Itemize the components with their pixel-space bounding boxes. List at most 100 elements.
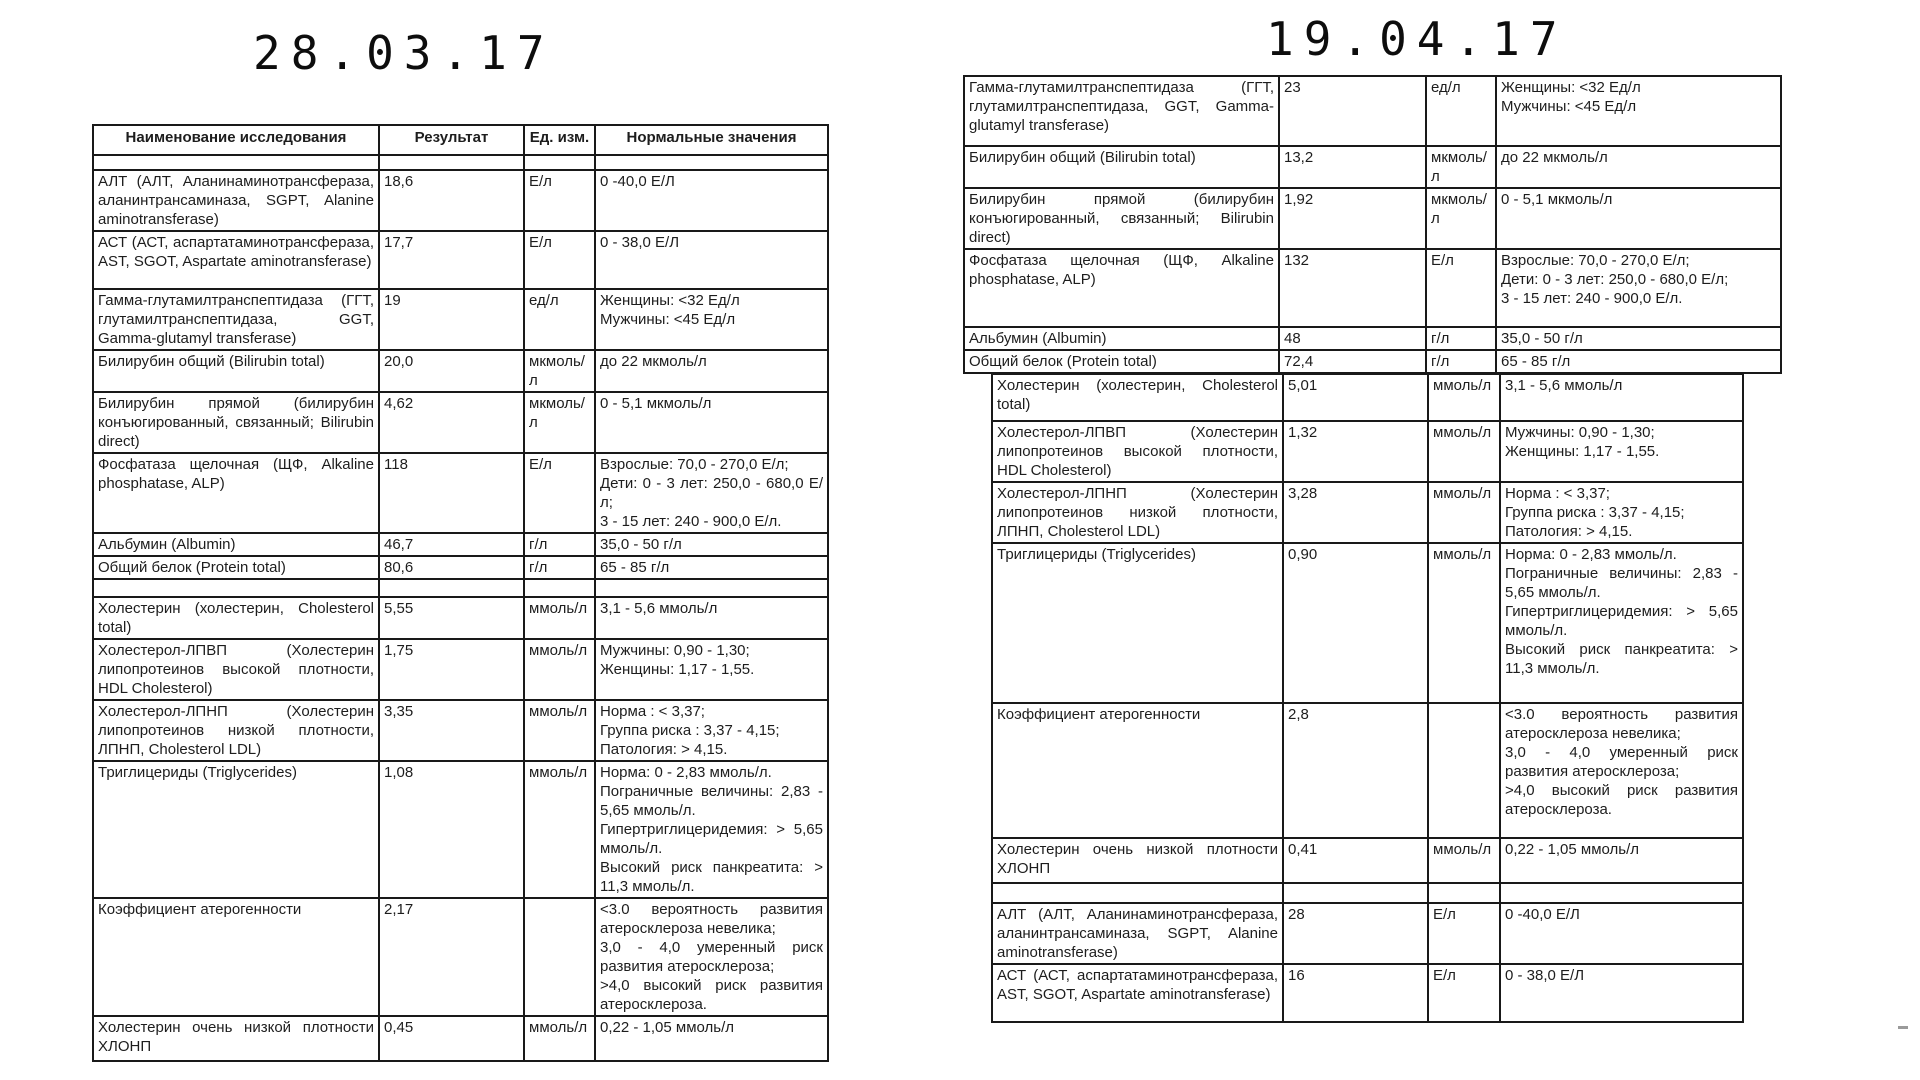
cell-normal-range: 0 - 38,0 Е/Л <box>1499 963 1744 1023</box>
table-row <box>92 154 829 171</box>
cell-normal-range: 0 -40,0 Е/Л <box>1499 902 1744 965</box>
cell-result: 3,35 <box>378 699 525 762</box>
cell-unit: мкмоль/л <box>523 349 596 393</box>
cell-test-name <box>991 882 1284 904</box>
cell-test-name: Билирубин прямой (билирубин конъюгирован… <box>963 187 1280 250</box>
cell-normal-range <box>1499 882 1744 904</box>
cell-test-name <box>92 578 380 598</box>
table-row <box>991 882 1744 904</box>
cell-normal-range: Норма: 0 - 2,83 ммоль/л. Пограничные вел… <box>594 760 829 899</box>
cell-unit: г/л <box>1425 326 1497 351</box>
cell-result: 1,08 <box>378 760 525 899</box>
lab-results-table-1904-lipids: Холестерин (холестерин, Cholesterol tota… <box>991 373 1744 1023</box>
table-row: Билирубин общий (Bilirubin total) 20,0 мкм… <box>92 349 829 393</box>
cell-normal-range: Женщины: <32 Ед/л Мужчины: <45 Ед/л <box>594 288 829 351</box>
cell-unit: Е/л <box>1425 248 1497 328</box>
cell-unit: ммоль/л <box>523 1015 596 1062</box>
cell-result: 1,75 <box>378 638 525 701</box>
cell-normal-range: Норма: 0 - 2,83 ммоль/л. Пограничные вел… <box>1499 542 1744 704</box>
cell-test-name: Холестерин (холестерин, Cholesterol tota… <box>991 373 1284 422</box>
cell-result: 46,7 <box>378 532 525 557</box>
table-row: Альбумин (Albumin) 48 г/л 35,0 - 50 г/л <box>963 326 1782 351</box>
cell-normal-range: Норма : < 3,37; Группа риска : 3,37 - 4,… <box>594 699 829 762</box>
cell-test-name: Холестерол-ЛПНП (Холестерин липопротеино… <box>92 699 380 762</box>
cell-normal-range: Взрослые: 70,0 - 270,0 Е/л; Дети: 0 - 3 … <box>1495 248 1782 328</box>
table-row: АЛТ (АЛТ, Аланинаминотрансфераза, аланин… <box>92 169 829 232</box>
cell-unit: г/л <box>523 555 596 580</box>
cell-unit: ммоль/л <box>1427 837 1501 884</box>
cell-result: 20,0 <box>378 349 525 393</box>
cell-test-name: Билирубин прямой (билирубин конъюгирован… <box>92 391 380 454</box>
cell-normal-range: <3.0 вероятность развития атеросклероза … <box>594 897 829 1017</box>
cell-result: 118 <box>378 452 525 534</box>
cell-unit: г/л <box>523 532 596 557</box>
cell-unit: ммоль/л <box>1427 481 1501 544</box>
cell-unit: ммоль/л <box>523 699 596 762</box>
table-row <box>92 578 829 598</box>
cell-result: 19 <box>378 288 525 351</box>
cell-normal-range: 0,22 - 1,05 ммоль/л <box>1499 837 1744 884</box>
cell-test-name: Триглицериды (Triglycerides) <box>92 760 380 899</box>
cell-unit: ммоль/л <box>523 596 596 640</box>
table-row: Холестерол-ЛПВП (Холестерин липопротеино… <box>92 638 829 701</box>
cell-result <box>1282 882 1429 904</box>
scan-artifact-mark <box>1898 1026 1908 1029</box>
cell-normal-range: 3,1 - 5,6 ммоль/л <box>1499 373 1744 422</box>
lab-results-table-2803: Наименование исследования Результат Ед. из… <box>92 124 829 1062</box>
cell-normal-range: Норма : < 3,37; Группа риска : 3,37 - 4,… <box>1499 481 1744 544</box>
cell-test-name: Общий белок (Protein total) <box>963 349 1280 374</box>
cell-unit: Е/л <box>523 452 596 534</box>
table-row: Холестерол-ЛПНП (Холестерин липопротеино… <box>991 481 1744 544</box>
table-row: Триглицериды (Triglycerides) 1,08 ммоль/л Н… <box>92 760 829 899</box>
cell-normal-range: 65 - 85 г/л <box>594 555 829 580</box>
cell-normal-range: 0 - 5,1 мкмоль/л <box>594 391 829 454</box>
cell-unit <box>1427 882 1501 904</box>
cell-test-name: Холестерол-ЛПВП (Холестерин липопротеино… <box>991 420 1284 483</box>
cell-normal-range: 0,22 - 1,05 ммоль/л <box>594 1015 829 1062</box>
cell-normal-range: 65 - 85 г/л <box>1495 349 1782 374</box>
table-row: Гамма-глутамилтранспептидаза (ГГТ, глута… <box>92 288 829 351</box>
cell-test-name: Холестерол-ЛПВП (Холестерин липопротеино… <box>92 638 380 701</box>
cell-unit: мкмоль/л <box>1425 145 1497 189</box>
cell-unit: Е/л <box>523 169 596 232</box>
cell-test-name: Альбумин (Albumin) <box>963 326 1280 351</box>
table-row: Билирубин прямой (билирубин конъюгирован… <box>92 391 829 454</box>
cell-test-name: Билирубин общий (Bilirubin total) <box>92 349 380 393</box>
column-header: Нормальные значения <box>594 124 829 156</box>
cell-test-name: Альбумин (Albumin) <box>92 532 380 557</box>
cell-result: 5,55 <box>378 596 525 640</box>
table-row: Холестерин (холестерин, Cholesterol tota… <box>991 373 1744 422</box>
table-row: Холестерин очень низкой плотности ХЛОНП 0… <box>991 837 1744 884</box>
cell-test-name: Билирубин общий (Bilirubin total) <box>963 145 1280 189</box>
cell-unit: ммоль/л <box>1427 420 1501 483</box>
table-row: Гамма-глутамилтранспептидаза (ГГТ, глута… <box>963 75 1782 147</box>
column-header: Наименование исследования <box>92 124 380 156</box>
cell-test-name: Холестерол-ЛПНП (Холестерин липопротеино… <box>991 481 1284 544</box>
cell-result: 132 <box>1278 248 1427 328</box>
cell-normal-range: 0 - 5,1 мкмоль/л <box>1495 187 1782 250</box>
table-row: АСТ (АСТ, аспартатаминотрансфераза, AST,… <box>92 230 829 290</box>
cell-normal-range: Взрослые: 70,0 - 270,0 Е/л; Дети: 0 - 3 … <box>594 452 829 534</box>
cell-result: 1,92 <box>1278 187 1427 250</box>
cell-result: 18,6 <box>378 169 525 232</box>
cell-unit: ед/л <box>1425 75 1497 147</box>
table-row: АСТ (АСТ, аспартатаминотрансфераза, AST,… <box>991 963 1744 1023</box>
cell-unit: ммоль/л <box>523 760 596 899</box>
cell-result <box>378 154 525 171</box>
cell-unit <box>1427 702 1501 839</box>
cell-result: 3,28 <box>1282 481 1429 544</box>
cell-unit: Е/л <box>1427 963 1501 1023</box>
cell-normal-range <box>594 154 829 171</box>
cell-test-name <box>92 154 380 171</box>
left-date-title: 28.03.17 <box>253 26 555 80</box>
cell-result: 16 <box>1282 963 1429 1023</box>
cell-test-name: Общий белок (Protein total) <box>92 555 380 580</box>
table-row: Холестерин (холестерин, Cholesterol tota… <box>92 596 829 640</box>
cell-test-name: АСТ (АСТ, аспартатаминотрансфераза, AST,… <box>991 963 1284 1023</box>
cell-unit <box>523 578 596 598</box>
cell-unit: г/л <box>1425 349 1497 374</box>
cell-test-name: Холестерин очень низкой плотности ХЛОНП <box>991 837 1284 884</box>
column-header: Результат <box>378 124 525 156</box>
cell-test-name: Коэффициент атерогенности <box>92 897 380 1017</box>
cell-result: 28 <box>1282 902 1429 965</box>
